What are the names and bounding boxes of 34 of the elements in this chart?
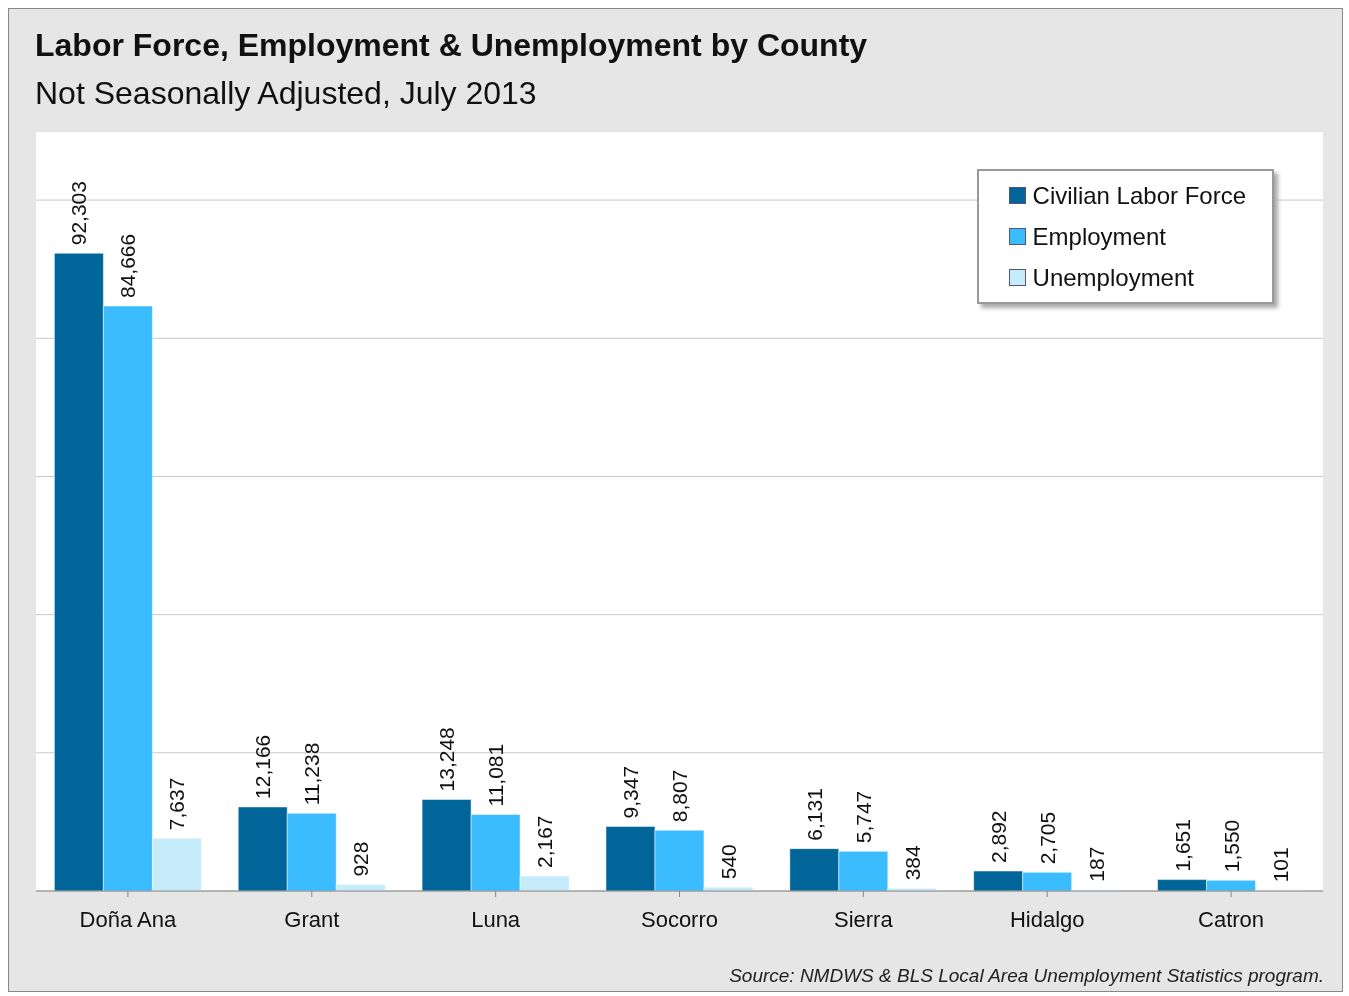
chart-subtitle: Not Seasonally Adjusted, July 2013 [35, 75, 537, 112]
chart-title: Labor Force, Employment & Unemployment by County [35, 27, 868, 64]
x-tick-label: Sierra [834, 906, 894, 932]
x-tick-label: Hidalgo [1009, 906, 1085, 932]
data-label: 12,166 [251, 734, 275, 799]
x-tick-label: Luna [471, 906, 521, 932]
data-label: 101 [1268, 847, 1292, 883]
data-label: 2,705 [1035, 811, 1059, 865]
data-label: 928 [349, 841, 373, 877]
data-label: 13,248 [435, 727, 459, 792]
legend-label: Unemployment [1031, 263, 1195, 293]
data-label: 384 [900, 844, 924, 881]
data-label: 9,347 [618, 765, 642, 819]
data-label: 540 [716, 844, 740, 880]
x-tick-label: Grant [284, 906, 340, 932]
legend-label: Employment [1031, 222, 1167, 252]
data-label: 187 [1084, 846, 1108, 882]
data-label: 8,807 [667, 769, 691, 823]
data-label: 2,892 [986, 810, 1010, 864]
x-tick-label: Catron [1198, 906, 1265, 932]
source-note: Source: NMDWS & BLS Local Area Unemployment Statistics program. [729, 965, 1324, 987]
x-tick-label: Socorro [640, 906, 719, 932]
x-tick-label: Doña Ana [79, 906, 178, 932]
legend-label: Civilian Labor Force [1031, 181, 1246, 211]
data-label: 2,167 [533, 815, 557, 869]
data-label: 92,303 [67, 181, 91, 246]
data-label: 5,747 [851, 790, 875, 844]
data-label: 6,131 [802, 788, 826, 841]
data-label: 11,238 [300, 742, 324, 806]
data-label: 1,651 [1170, 819, 1194, 872]
data-label: 7,637 [165, 777, 189, 831]
data-label: 84,666 [116, 233, 140, 299]
data-label: 1,550 [1219, 819, 1243, 873]
data-label: 11,081 [484, 743, 508, 807]
